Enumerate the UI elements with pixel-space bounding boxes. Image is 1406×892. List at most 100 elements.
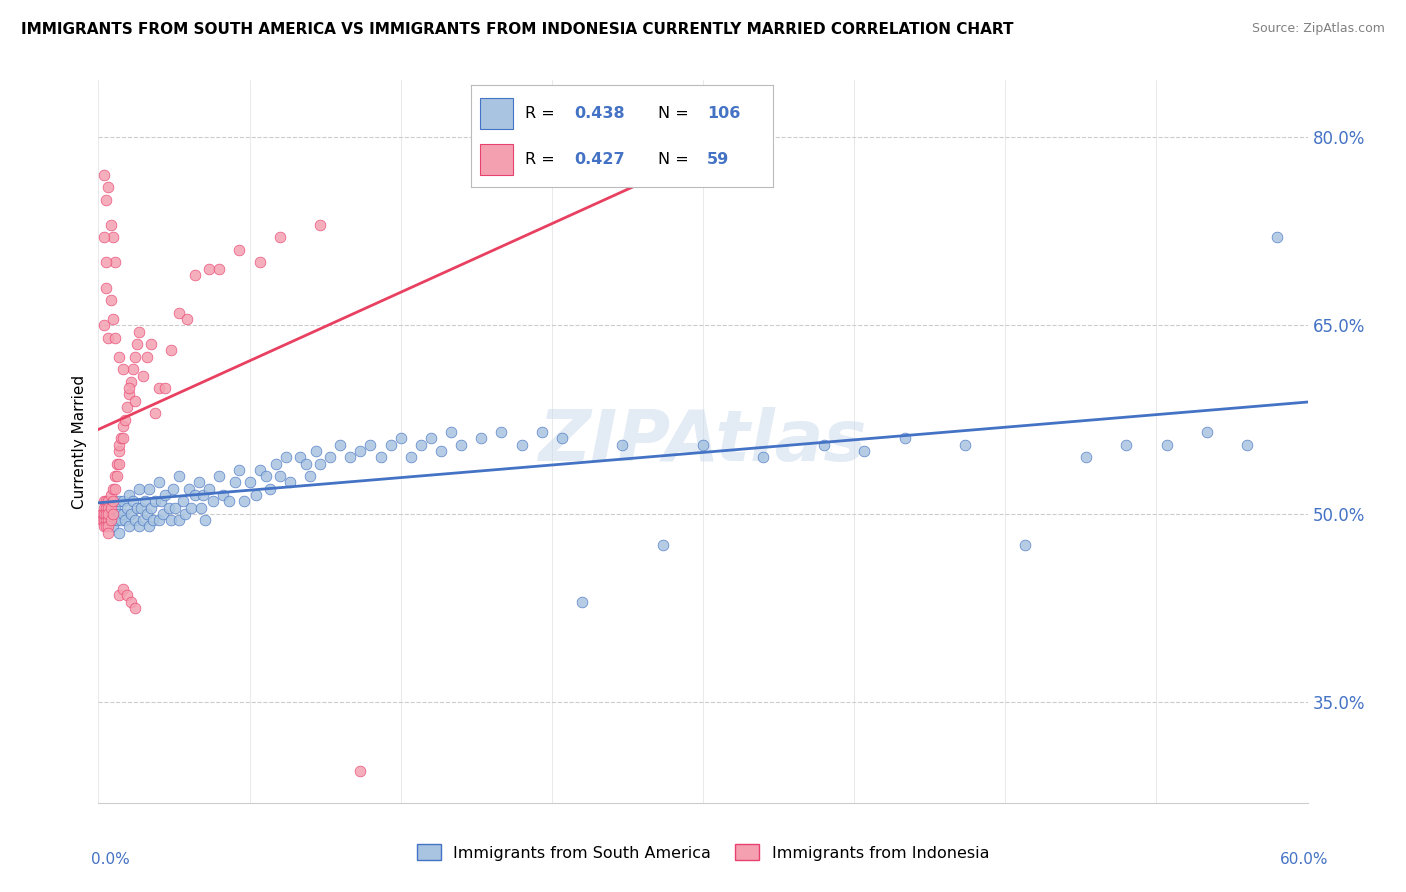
Point — [305, 444, 328, 458]
Point — [853, 444, 876, 458]
Point — [172, 494, 194, 508]
Point — [190, 500, 212, 515]
Point — [107, 494, 129, 508]
Point — [111, 507, 134, 521]
Point — [111, 494, 134, 508]
Text: 0.438: 0.438 — [574, 106, 624, 121]
Point — [118, 488, 141, 502]
Point — [249, 255, 271, 269]
Point — [160, 343, 183, 358]
Point — [440, 425, 463, 439]
Point — [103, 255, 125, 269]
Point — [105, 457, 128, 471]
Point — [124, 513, 146, 527]
Point — [194, 513, 217, 527]
Point — [110, 431, 132, 445]
Point — [198, 482, 221, 496]
Point — [128, 325, 150, 339]
Point — [153, 488, 176, 502]
Point — [430, 444, 453, 458]
Point — [142, 513, 165, 527]
Text: 0.0%: 0.0% — [91, 852, 131, 867]
Point — [125, 337, 148, 351]
Point — [114, 412, 136, 426]
Point — [96, 519, 118, 533]
Point — [120, 375, 142, 389]
Point — [167, 513, 190, 527]
Point — [135, 350, 157, 364]
Point — [121, 362, 143, 376]
Point — [103, 331, 125, 345]
Point — [134, 494, 156, 508]
Point — [107, 589, 129, 603]
Point — [228, 243, 250, 257]
Text: ZIPAtlas: ZIPAtlas — [538, 407, 868, 476]
Point — [295, 457, 318, 471]
Point — [107, 444, 129, 458]
Point — [1014, 538, 1036, 552]
Point — [111, 362, 134, 376]
Point — [571, 595, 593, 609]
Point — [139, 337, 162, 351]
Point — [752, 450, 775, 465]
Point — [893, 431, 915, 445]
Point — [96, 193, 118, 207]
Point — [269, 469, 291, 483]
Point — [96, 513, 118, 527]
Point — [96, 500, 118, 515]
Point — [198, 261, 221, 276]
Text: N =: N = — [658, 153, 695, 167]
Point — [152, 507, 174, 521]
Point — [138, 519, 160, 533]
Point — [208, 469, 231, 483]
Point — [132, 513, 155, 527]
Legend: Immigrants from South America, Immigrants from Indonesia: Immigrants from South America, Immigrant… — [411, 838, 995, 867]
Point — [179, 482, 201, 496]
Point — [224, 475, 246, 490]
Point — [124, 601, 146, 615]
Point — [245, 488, 267, 502]
Point — [107, 457, 129, 471]
Point — [239, 475, 262, 490]
Point — [228, 463, 250, 477]
Point — [274, 450, 297, 465]
Point — [420, 431, 443, 445]
Point — [278, 475, 301, 490]
Point — [143, 406, 166, 420]
Point — [111, 582, 134, 597]
Point — [103, 469, 125, 483]
Point — [148, 475, 170, 490]
Point — [115, 500, 138, 515]
Point — [470, 431, 492, 445]
Point — [329, 438, 352, 452]
Point — [110, 513, 132, 527]
Point — [153, 381, 176, 395]
Point — [692, 438, 714, 452]
Point — [93, 318, 115, 333]
Point — [118, 519, 141, 533]
Point — [180, 500, 202, 515]
Point — [101, 312, 124, 326]
Point — [349, 444, 371, 458]
Text: N =: N = — [658, 106, 695, 121]
Point — [319, 450, 342, 465]
Point — [118, 381, 141, 395]
Point — [93, 519, 115, 533]
Point — [93, 513, 115, 527]
Point — [97, 513, 120, 527]
Text: 0.427: 0.427 — [574, 153, 624, 167]
Point — [107, 525, 129, 540]
Point — [813, 438, 835, 452]
Point — [148, 513, 170, 527]
Point — [101, 519, 124, 533]
Point — [148, 381, 170, 395]
Point — [184, 488, 207, 502]
Point — [93, 507, 115, 521]
Point — [612, 438, 634, 452]
Text: IMMIGRANTS FROM SOUTH AMERICA VS IMMIGRANTS FROM INDONESIA CURRENTLY MARRIED COR: IMMIGRANTS FROM SOUTH AMERICA VS IMMIGRA… — [21, 22, 1014, 37]
Point — [174, 507, 197, 521]
Point — [124, 350, 146, 364]
Point — [232, 494, 254, 508]
Point — [551, 431, 574, 445]
Point — [96, 507, 118, 521]
